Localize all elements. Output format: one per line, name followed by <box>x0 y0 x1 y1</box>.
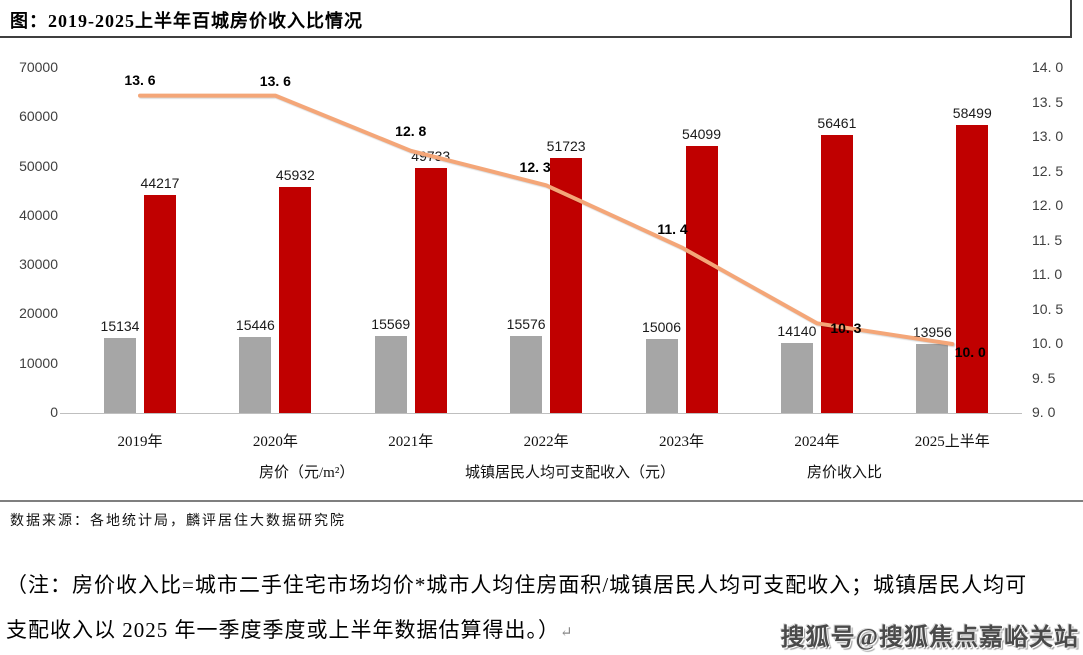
legend-label-housing-price: 房价（元/m²） <box>259 464 355 481</box>
chart-title: 图：2019-2025上半年百城房价收入比情况 <box>10 11 363 31</box>
left-axis-tick: 10000 <box>19 354 58 371</box>
legend-item-disposable-income: 城镇居民人均可支配收入（元） <box>428 461 675 481</box>
line-value-label: 13. 6 <box>124 71 156 88</box>
bar-housing-price <box>916 344 949 413</box>
bar-disposable-income <box>144 195 176 413</box>
legend-swatch-red-bar <box>428 465 458 477</box>
bar-value-housing-price: 15576 <box>506 316 546 333</box>
left-axis-tick: 70000 <box>19 59 58 75</box>
right-axis-tick: 12. 5 <box>1032 162 1064 179</box>
bar-value-disposable-income: 58499 <box>952 104 992 121</box>
bar-housing-price <box>780 343 813 413</box>
bar-housing-price <box>645 339 678 413</box>
legend-swatch-gray-bar <box>222 465 252 477</box>
line-value-label: 10. 0 <box>954 344 986 360</box>
bar-value-disposable-income: 49733 <box>411 147 451 164</box>
bar-value-housing-price: 15006 <box>642 319 681 336</box>
legend-item-price-income-ratio: 房价收入比 <box>762 461 882 481</box>
bar-housing-price <box>510 336 543 413</box>
right-axis-tick: 13. 0 <box>1032 128 1064 144</box>
left-axis-tick: 60000 <box>19 108 58 125</box>
bar-value-disposable-income: 51723 <box>546 138 586 155</box>
footnote-line-2: 支配收入以 2025 年一季度季度或上半年数据估算得出。）↵ <box>6 618 574 642</box>
bar-disposable-income <box>956 124 989 413</box>
x-axis-category-label: 2021年 <box>388 434 434 450</box>
bar-disposable-income <box>820 134 853 413</box>
right-axis-tick: 9. 5 <box>1032 369 1056 386</box>
bar-housing-price <box>239 336 272 413</box>
bar-value-housing-price: 13956 <box>912 324 952 341</box>
x-axis-category-label: 2020年 <box>252 434 298 450</box>
bar-value-disposable-income: 56461 <box>817 114 857 131</box>
bar-housing-price <box>374 336 407 413</box>
line-value-label: 12. 8 <box>395 122 427 139</box>
right-axis-tick: 13. 5 <box>1032 93 1064 110</box>
right-axis-tick: 10. 5 <box>1032 300 1064 317</box>
bar-value-housing-price: 15134 <box>100 318 140 335</box>
left-axis-tick: 40000 <box>19 206 58 223</box>
right-axis-tick: 12. 0 <box>1032 197 1064 213</box>
line-value-label: 10. 3 <box>830 320 862 337</box>
right-axis-tick: 9. 0 <box>1032 404 1056 420</box>
title-divider-right <box>1070 0 1072 38</box>
title-divider <box>0 36 1072 38</box>
bar-value-housing-price: 15569 <box>371 316 411 333</box>
right-axis-tick: 10. 0 <box>1032 335 1064 351</box>
bar-value-disposable-income: 45932 <box>275 166 315 183</box>
bar-value-disposable-income: 44217 <box>140 175 180 192</box>
left-axis-tick: 50000 <box>19 157 58 174</box>
bar-disposable-income <box>279 186 312 413</box>
footnote-line-1: （注：房价收入比=城市二手住宅市场均价*城市人均住房面积/城镇居民人均可支配收入… <box>6 573 1028 597</box>
paragraph-mark: ↵ <box>560 625 574 641</box>
x-axis-category-label: 2023年 <box>659 434 705 450</box>
x-axis-category-label: 2024年 <box>794 434 840 450</box>
x-axis-baseline <box>60 413 1022 414</box>
chart-plot-area: 70000 60000 50000 40000 30000 20000 10000 0 14. … <box>19 59 1064 450</box>
x-axis-category-label: 2022年 <box>523 434 569 450</box>
line-value-label: 12. 3 <box>519 159 551 176</box>
right-axis-tick: 14. 0 <box>1032 59 1064 75</box>
line-value-label: 13. 6 <box>259 72 291 89</box>
legend-swatch-orange-line <box>762 469 800 473</box>
bar-housing-price <box>104 338 136 413</box>
legend-label-price-income-ratio: 房价收入比 <box>807 464 883 481</box>
bar-disposable-income <box>685 146 718 413</box>
legend-item-housing-price: 房价（元/m²） <box>222 461 354 481</box>
bar-value-housing-price: 15446 <box>235 316 275 333</box>
x-axis-category-label: 2019年 <box>117 434 163 450</box>
bar-disposable-income <box>414 167 447 413</box>
right-axis-tick: 11. 5 <box>1032 231 1063 248</box>
source-divider <box>0 500 1083 502</box>
left-axis-tick: 20000 <box>19 305 58 322</box>
right-axis-tick: 11. 0 <box>1032 266 1063 282</box>
legend-label-disposable-income: 城镇居民人均可支配收入（元） <box>465 464 676 481</box>
footnote: （注：房价收入比=城市二手住宅市场均价*城市人均住房面积/城镇居民人均可支配收入… <box>6 563 1081 655</box>
bar-value-disposable-income: 54099 <box>682 126 721 143</box>
bar-disposable-income <box>550 158 583 413</box>
x-axis-category-label: 2025上半年 <box>914 434 990 450</box>
data-source-text: 数据来源：各地统计局，麟评居住大数据研究院 <box>10 514 346 529</box>
watermark-text: 搜狐号@搜狐焦点嘉峪关站 <box>780 625 1079 651</box>
left-axis-tick: 30000 <box>19 256 58 273</box>
left-axis-tick: 0 <box>50 404 58 420</box>
line-value-label: 11. 4 <box>657 221 688 238</box>
